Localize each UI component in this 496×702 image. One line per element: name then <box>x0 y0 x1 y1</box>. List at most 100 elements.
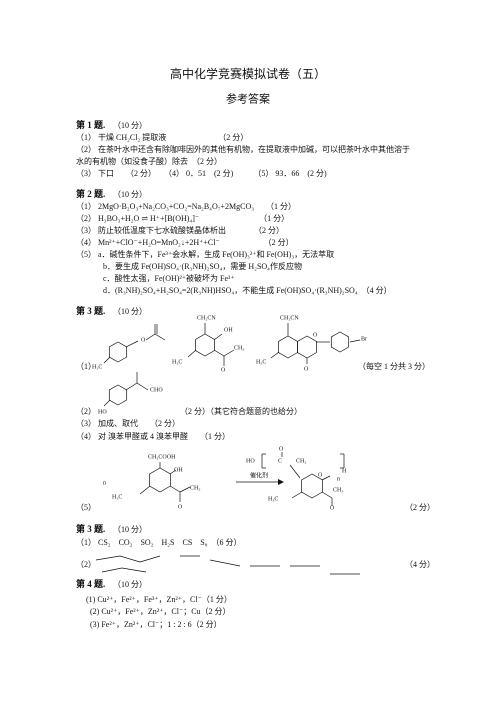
struct-label: OH <box>224 327 233 333</box>
struct-label: H₃C <box>268 496 278 502</box>
section-points: （10 分） <box>113 307 147 316</box>
struct-label: n <box>103 480 106 486</box>
bond <box>145 333 156 341</box>
answer-line: （1） 2MgO·B₂O₃+Na₂CO₃+CO₂=Na₂B₄O₇+2MgCO₃ … <box>76 202 296 211</box>
subtitle: 参考答案 <box>226 92 270 106</box>
answer-line: （3） 加成、取代 （2 分） <box>76 418 180 428</box>
bond <box>169 485 181 493</box>
answer-line: （2） <box>76 407 96 416</box>
section-points: （10 分） <box>113 121 147 130</box>
struct-label: O <box>318 472 323 478</box>
bond <box>270 351 280 359</box>
answer-line: （1） 干燥 CH₂Cl₂ 提取液 （2 分） <box>76 132 248 142</box>
struct-label: H <box>342 468 347 474</box>
ring <box>108 384 128 406</box>
struct-label: CH₃ <box>190 485 200 491</box>
answer-line: (2) Cu²⁺，Fe²⁺，Zn²⁺，Cl⁻；Cu（2 分） <box>90 607 231 616</box>
answer-line: （2 分）（其它符合题意的也给分） <box>180 406 302 416</box>
section-heading: 第 1 题. <box>76 119 105 130</box>
struct-label: CHO <box>150 387 163 393</box>
struct-label: O <box>141 337 146 343</box>
answer-line: （1） <box>76 362 96 371</box>
section-points: （10 分） <box>113 190 147 199</box>
answer-line: （4） Mn²⁺+ClO⁻+H₂O=MnO₂↓+2H⁺+Cl⁻ （2 分） <box>76 238 294 247</box>
bond <box>139 485 151 495</box>
bond <box>187 349 197 358</box>
struct-label: C <box>278 458 282 464</box>
answer-line: （4 分） <box>405 560 435 569</box>
bond <box>321 475 331 481</box>
bond <box>321 491 333 499</box>
bond <box>213 333 223 341</box>
struct-label: CH₂ <box>296 458 306 464</box>
section-heading: 第 3 题. <box>76 305 105 316</box>
arrow-head <box>278 479 284 485</box>
answer-line: （3） 防止较低温度下七水硫酸镁晶体析出 （2 分） <box>76 225 284 235</box>
struct-label: H₃C <box>112 494 122 500</box>
struct-label: O <box>313 332 318 338</box>
struct-label: Br <box>361 336 367 342</box>
struct-label: CH₃ <box>333 487 343 493</box>
struct-label: CH₂CN <box>280 315 299 321</box>
bond <box>169 469 177 475</box>
struct-label: HO <box>246 458 255 464</box>
bond <box>139 555 161 563</box>
struct-label: O <box>279 446 284 452</box>
answer-line: （3） 下口 （2 分） （4） 0．51 (2 分) （5） 93．66 (2… <box>76 169 327 178</box>
struct-label: H₃C <box>92 364 102 370</box>
answer-line: (1) Cu²⁺，Fe²⁺，Fe³⁺，Zn²⁺，Cl⁻（1 分） <box>86 595 232 604</box>
bond <box>101 567 123 573</box>
answer-line: （4） 对 溴苯甲醛或 4 溴苯甲醛 （1 分） <box>76 431 230 441</box>
answer-line: c．酸性太强，Fe(OH)²⁺被破坏为 Fe³⁺ <box>103 273 235 283</box>
ring <box>330 331 350 353</box>
bond <box>121 567 147 573</box>
answer-line: （2） <box>76 560 96 569</box>
section-points: （10 分） <box>113 580 147 589</box>
struct-label: OH <box>174 467 183 473</box>
answer-line: 水的有机物（如没食子酸）除去 （2 分） <box>76 156 222 166</box>
answer-line: （2 分） <box>405 503 435 512</box>
section-heading: 第 2 题. <box>76 188 105 199</box>
bond <box>103 399 111 407</box>
bond <box>103 356 111 364</box>
struct-label: n <box>337 476 340 482</box>
bond <box>125 382 138 391</box>
answer-line: （1） CS₂ CO₂ SO₂ H₂S CS S₈ （6 分） <box>76 538 242 547</box>
bond <box>209 559 241 567</box>
bond <box>349 339 361 343</box>
bond <box>119 555 141 563</box>
struct-label: H₃C <box>172 359 182 365</box>
answer-line: （每空 1 分共 3 分） <box>358 361 430 371</box>
bond <box>291 491 303 499</box>
answer-line: （2） H₃BO₃+H₂O ⇌ H⁺+[B(OH)₄]⁻ （1 分） <box>76 214 289 223</box>
struct-label: 催化剂 <box>250 471 268 479</box>
answer-line: b．要生成 Fe(OH)SO₄·(R₃NH)₂SO₄，需要 H₂SO₄作反应物 <box>103 261 302 271</box>
struct-label: CH₃ <box>234 345 244 351</box>
answer-line: （5） a．碱性条件下，Fe³⁺会水解，生成 Fe(OH)₃²⁺和 Fe(OH)… <box>76 249 334 259</box>
title: 高中化学竞赛模拟试卷（五） <box>170 66 326 81</box>
struct-label: H₃C <box>256 359 266 365</box>
struct-label: O <box>221 367 226 373</box>
struct-label: HO <box>98 409 107 415</box>
answer-line: d．(R₃NH)₂SO₄+H₂SO₄=2(R₃NH)HSO₄，不能生成 Fe(O… <box>103 285 392 295</box>
bond <box>95 555 121 561</box>
struct-label: O <box>304 366 309 372</box>
section-heading: 第 4 题. <box>76 578 105 589</box>
bond <box>154 333 166 341</box>
bond <box>125 340 139 348</box>
struct-label: CH₂COOH <box>148 454 176 460</box>
bond <box>179 486 191 493</box>
struct-label: O <box>330 505 335 511</box>
answer-line: （5） <box>76 503 96 512</box>
section-points: （10 分） <box>113 525 147 534</box>
bond <box>213 349 225 357</box>
bond <box>223 349 235 357</box>
struct-label: CH₂CN <box>197 315 216 321</box>
bond <box>289 464 301 479</box>
answer-line: (3) Fe²⁺，Zn²⁺，Cl⁻；1 : 2 : 6（2 分） <box>90 620 222 629</box>
section-heading: 第 3 题. <box>76 523 105 534</box>
bond <box>136 382 149 391</box>
answer-line: （2） 在茶叶水中还含有除咖啡因外的其他有机物，在提取液中加碱，可以把茶叶水中其… <box>76 144 410 154</box>
struct-label: O <box>178 504 183 510</box>
